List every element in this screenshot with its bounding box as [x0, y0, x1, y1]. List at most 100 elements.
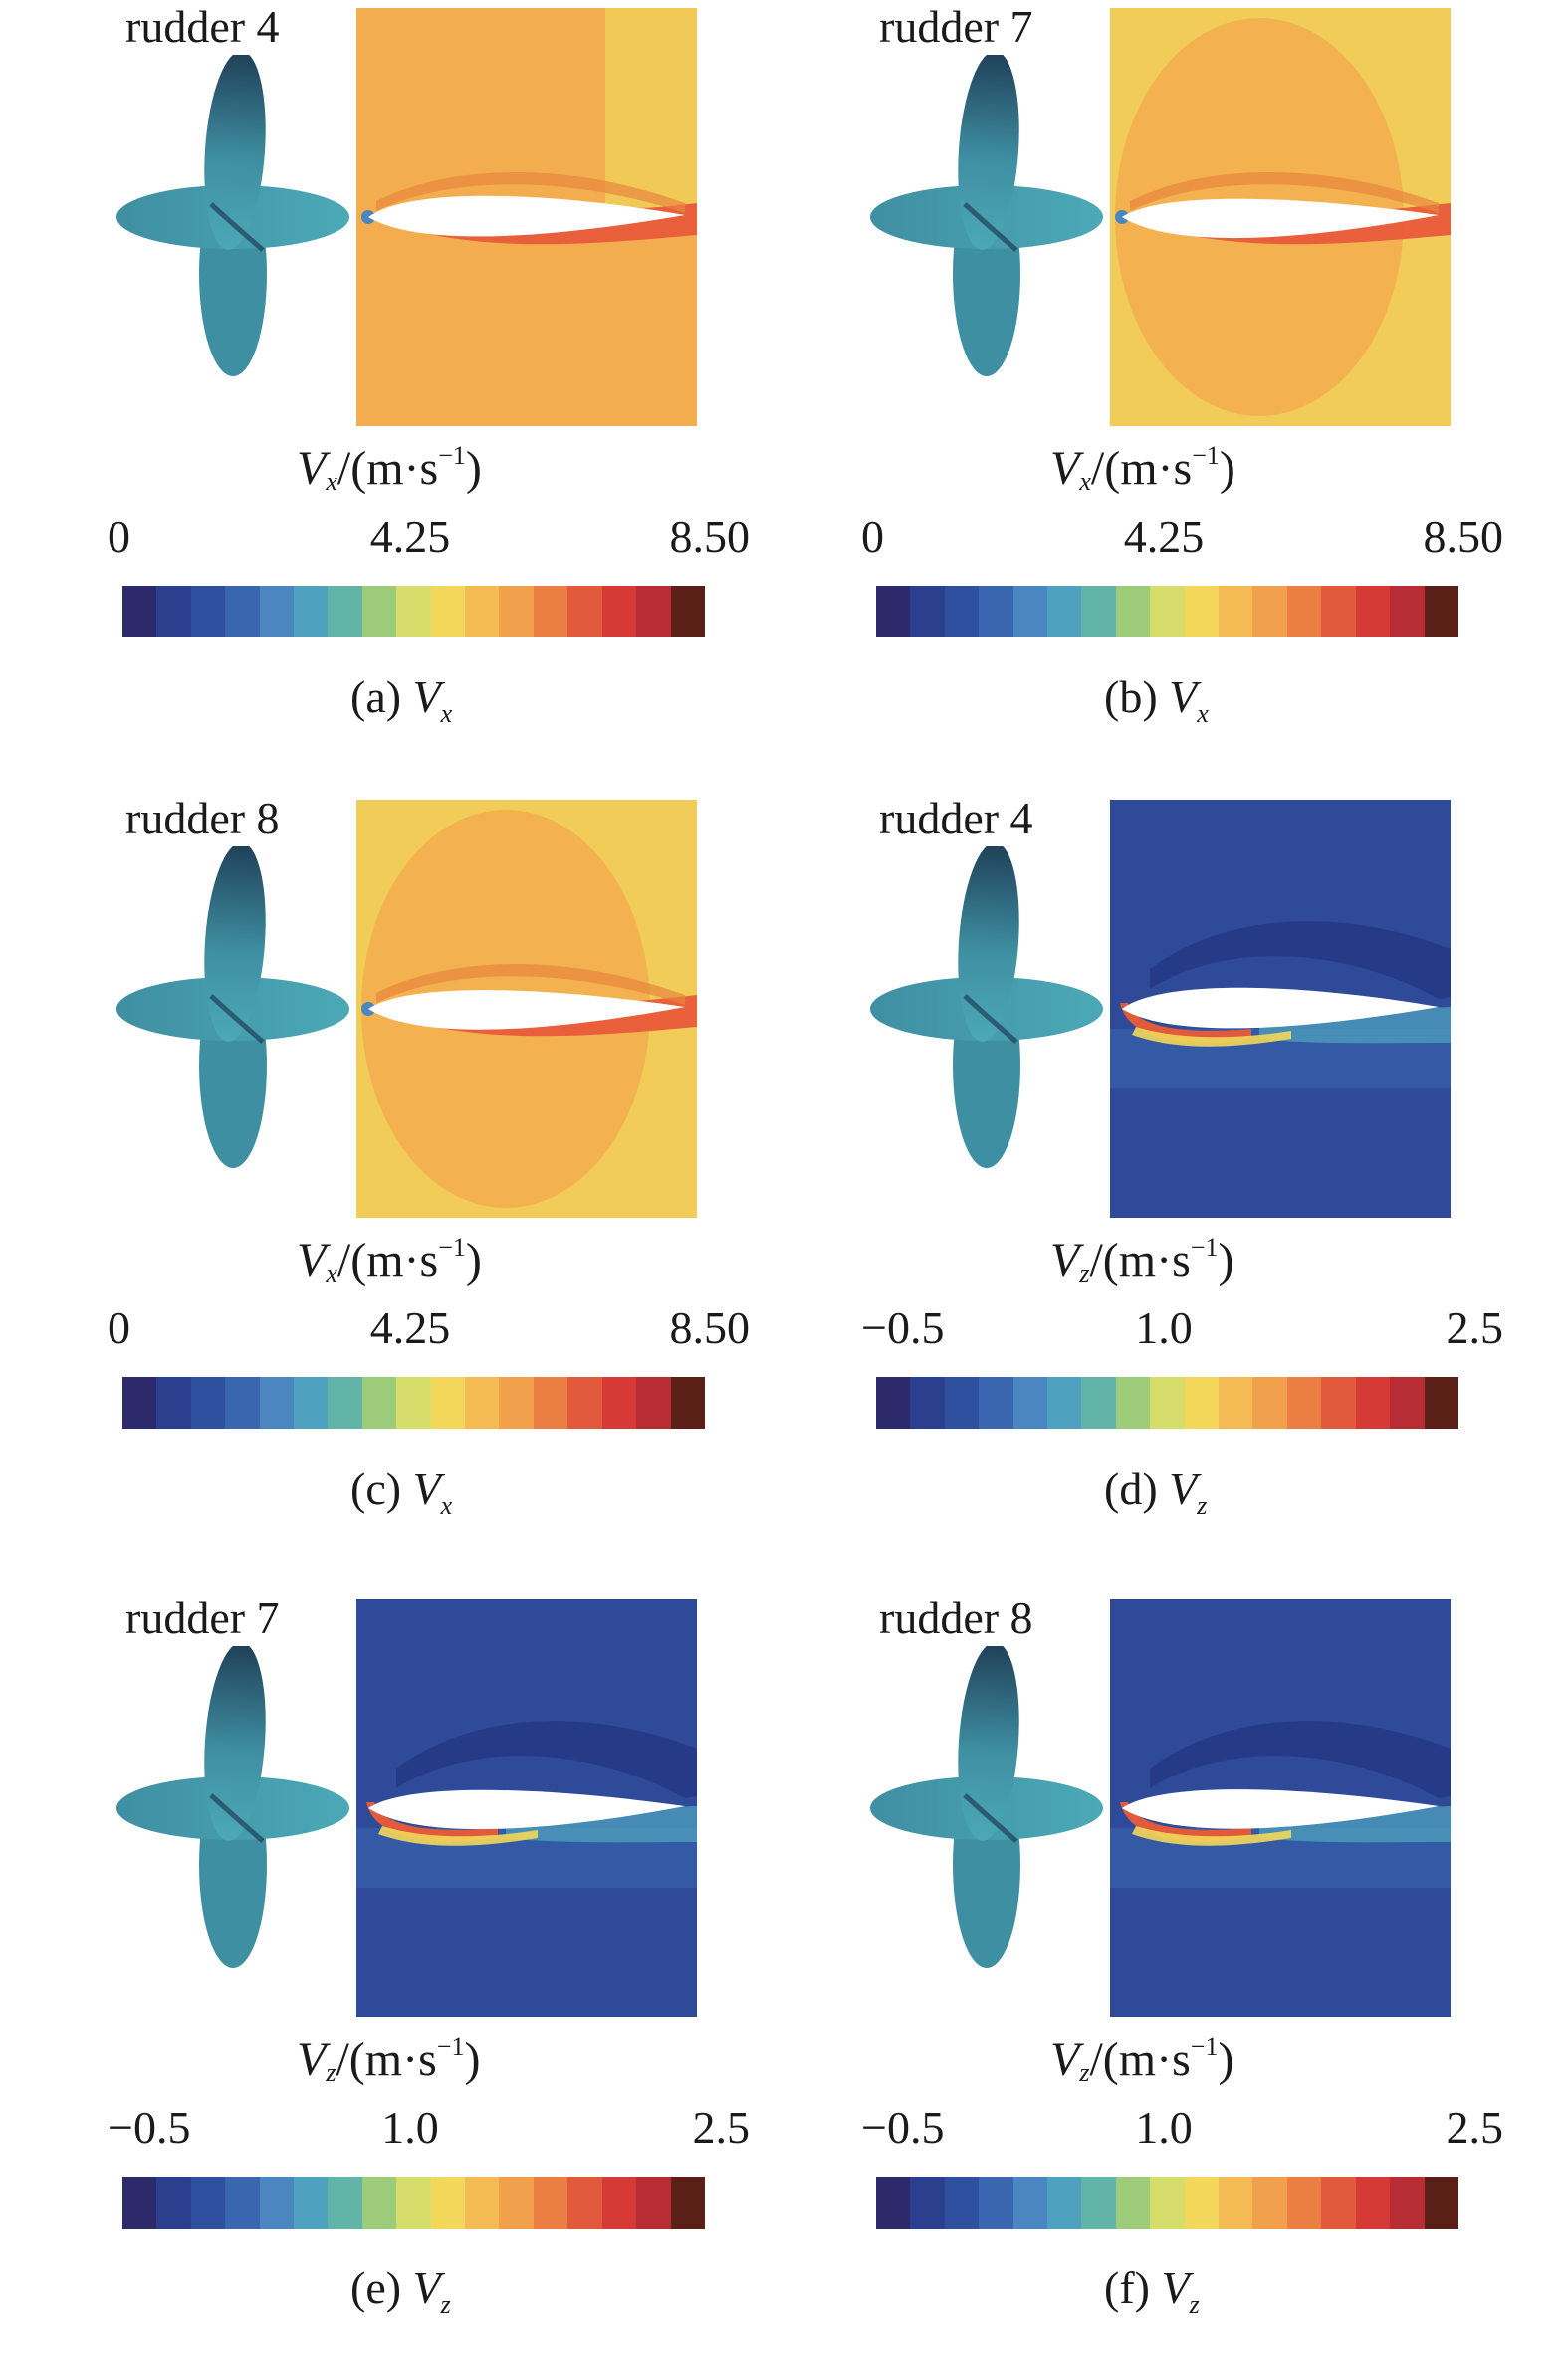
unit-close: )	[1219, 442, 1235, 495]
panel-caption: (b) Vx	[1104, 669, 1209, 742]
unit-close: )	[465, 1234, 482, 1287]
rudder-label: rudder 7	[125, 1592, 280, 1643]
unit-variable: V	[1050, 442, 1080, 495]
velocity-contour-vz	[1110, 800, 1451, 1218]
colorbar-swatch	[1184, 1377, 1220, 1429]
colorbar-swatch	[979, 586, 1013, 637]
caption-variable: V	[412, 671, 441, 722]
colorbar-swatch	[1081, 1377, 1116, 1429]
colorbar-swatch	[910, 1377, 945, 1429]
colorbar-swatch	[533, 2177, 568, 2229]
caption-subscript: x	[440, 699, 453, 728]
rudder-geometry-icon	[116, 1646, 349, 1968]
colorbar-swatch	[396, 1377, 431, 1429]
unit-text: /(m·s	[1089, 2033, 1191, 2086]
colorbar-unit-label: Vz/(m·s−1)	[297, 2019, 480, 2101]
colorbar-swatch	[122, 1377, 157, 1429]
colorbar-swatch	[944, 1377, 980, 1429]
unit-text: /(m·s	[1090, 442, 1193, 495]
colorbar-swatch	[979, 1377, 1013, 1429]
colorbar-swatch	[876, 586, 911, 637]
colorbar-swatch	[910, 586, 945, 637]
colorbar	[122, 2177, 705, 2229]
velocity-contour-vx	[356, 800, 697, 1218]
colorbar-swatch	[1012, 2177, 1048, 2229]
caption-subscript: z	[1189, 2290, 1200, 2319]
colorbar-swatch	[225, 586, 260, 637]
colorbar-swatch	[122, 2177, 157, 2229]
colorbar-swatch	[396, 2177, 431, 2229]
colorbar-swatch	[1219, 586, 1253, 637]
unit-exponent: −1	[438, 441, 466, 470]
caption-prefix: (d)	[1104, 1463, 1170, 1514]
colorbar-unit-label: Vz/(m·s−1)	[1050, 2019, 1233, 2101]
colorbar-tick-label: 4.25	[1123, 511, 1205, 562]
figure-panel: rudder 8 Vx/(m·s−1) 0 4.25 8.50 (c) Vx	[8, 792, 784, 1568]
colorbar-swatch	[1012, 586, 1048, 637]
colorbar-swatch	[1012, 1377, 1048, 1429]
unit-variable: V	[1050, 2033, 1080, 2086]
panel-caption: (c) Vx	[350, 1461, 452, 1534]
colorbar-swatch	[670, 2177, 705, 2229]
colorbar-swatch	[190, 1377, 226, 1429]
colorbar-tick-label: 2.5	[1446, 2102, 1504, 2153]
colorbar-swatch	[465, 586, 500, 637]
rudder-geometry-icon	[116, 55, 349, 376]
colorbar-tick-label: 4.25	[369, 511, 451, 562]
colorbar-swatch	[259, 1377, 295, 1429]
panel-caption: (f) Vz	[1104, 2260, 1200, 2333]
colorbar-swatch	[361, 1377, 397, 1429]
colorbar-swatch	[259, 586, 295, 637]
rudder-geometry-icon	[870, 55, 1103, 376]
colorbar-swatch	[670, 1377, 705, 1429]
caption-subscript: x	[1197, 699, 1209, 728]
caption-variable: V	[412, 1463, 441, 1514]
colorbar-swatch	[1286, 1377, 1322, 1429]
colorbar-swatch	[1184, 586, 1220, 637]
colorbar-swatch	[190, 586, 226, 637]
caption-prefix: (f)	[1104, 2262, 1162, 2313]
colorbar-swatch	[533, 1377, 568, 1429]
colorbar-swatch	[670, 586, 705, 637]
colorbar-tick-label: 0	[861, 511, 884, 562]
caption-prefix: (c)	[350, 1463, 413, 1514]
colorbar-swatch	[567, 2177, 602, 2229]
figure-panel: rudder 4 Vx/(m·s−1) 0 4.25 8.50 (a) Vx	[8, 0, 784, 777]
colorbar-swatch	[1047, 586, 1082, 637]
unit-variable: V	[1050, 1234, 1080, 1287]
unit-exponent: −1	[436, 2032, 465, 2061]
colorbar-swatch	[1390, 586, 1425, 637]
caption-subscript: z	[1197, 1491, 1208, 1520]
colorbar-swatch	[876, 1377, 911, 1429]
colorbar-swatch	[1219, 2177, 1253, 2229]
colorbar-swatch	[1424, 2177, 1458, 2229]
colorbar-unit-label: Vx/(m·s−1)	[297, 428, 482, 510]
colorbar-swatch	[156, 586, 191, 637]
colorbar-swatch	[465, 1377, 500, 1429]
colorbar-swatch	[533, 586, 568, 637]
colorbar-swatch	[328, 2177, 362, 2229]
colorbar-swatch	[1115, 586, 1151, 637]
velocity-contour-vx	[1110, 8, 1451, 426]
caption-variable: V	[412, 2262, 441, 2313]
unit-close: )	[1218, 1234, 1234, 1287]
colorbar-swatch	[1115, 2177, 1151, 2229]
colorbar-tick-label: 1.0	[1135, 1302, 1193, 1353]
unit-variable-subscript: z	[326, 2058, 336, 2087]
panel-caption: (d) Vz	[1104, 1461, 1207, 1534]
colorbar-swatch	[361, 586, 397, 637]
colorbar-swatch	[294, 586, 329, 637]
colorbar-swatch	[1150, 2177, 1185, 2229]
unit-close: )	[465, 442, 482, 495]
caption-variable: V	[1169, 671, 1198, 722]
colorbar-swatch	[465, 2177, 500, 2229]
colorbar-swatch	[225, 2177, 260, 2229]
figure-panel: rudder 4 Vz/(m·s−1) −0.5 1.0 2.5 (d) Vz	[762, 792, 1538, 1568]
rudder-label: rudder 7	[879, 1, 1033, 52]
velocity-contour-vz	[1110, 1599, 1451, 2017]
rudder-label: rudder 4	[125, 1, 280, 52]
colorbar-swatch	[944, 2177, 980, 2229]
colorbar-tick-label: 0	[108, 1302, 130, 1353]
colorbar-swatch	[156, 2177, 191, 2229]
colorbar-swatch	[1390, 1377, 1425, 1429]
